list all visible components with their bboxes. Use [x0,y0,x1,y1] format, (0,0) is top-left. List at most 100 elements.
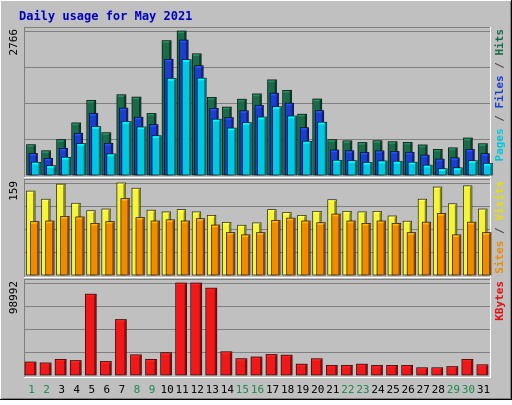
bar-sites-day-24 [376,220,386,276]
bar-sites-day-3 [60,216,70,276]
bar-sites-day-5 [90,222,100,276]
x-tick-label-22: 22 [341,383,354,396]
bar-sites-day-9 [150,220,160,276]
bar-pages-day-31 [483,163,493,176]
bar-sites-day-20 [316,222,326,276]
x-tick-label-26: 26 [402,383,415,396]
bar-kbytes-day-29 [446,366,459,376]
bar-sites-day-31 [482,232,492,276]
panel-bottom-bars [24,282,489,376]
x-tick-label-24: 24 [371,383,385,396]
bar-sites-day-21 [331,213,341,276]
bar-pages-day-12 [196,77,207,176]
x-tick-label-2: 2 [43,383,50,396]
x-tick-label-31: 31 [477,383,490,396]
bar-kbytes-day-15 [235,358,248,376]
bar-kbytes-day-8 [130,354,142,376]
bar-kbytes-day-27 [416,367,429,376]
panel-bottom-series-legend: KBytes [493,281,506,321]
bar-kbytes-day-12 [190,282,203,376]
bar-sites-day-27 [421,221,432,276]
bar-kbytes-day-31 [476,364,489,376]
bar-sites-day-12 [195,218,206,276]
bar-sites-day-8 [135,217,145,276]
x-tick-label-5: 5 [88,383,95,396]
bar-kbytes-day-22 [341,365,353,376]
x-tick-label-16: 16 [251,383,264,396]
bar-sites-day-22 [346,220,356,276]
bar-kbytes-day-17 [265,354,278,376]
bar-pages-day-3 [61,156,71,176]
bar-sites-day-18 [286,217,296,276]
x-tick-label-11: 11 [176,383,189,396]
bar-sites-day-15 [241,234,251,276]
x-tick-label-29: 29 [447,383,460,396]
bar-sites-day-4 [75,216,85,276]
legend-entry-middle-1: / [493,221,506,241]
bar-sites-day-16 [256,232,266,276]
x-tick-label-4: 4 [73,383,80,396]
panel-top-bars [26,30,493,176]
x-tick-label-3: 3 [58,383,65,396]
bar-pages-day-22 [347,160,358,176]
x-tick-label-19: 19 [296,383,309,396]
legend-entry-bottom-0: KBytes [493,281,506,321]
legend-entry-top-0: Pages [493,128,506,161]
bar-pages-day-19 [302,140,312,176]
panel-bottom: 98992 KBytes [7,279,506,378]
bar-pages-day-29 [453,167,463,176]
x-tick-label-1: 1 [28,383,35,396]
bar-pages-day-13 [212,118,222,176]
bar-kbytes-day-4 [69,360,82,376]
bar-kbytes-day-26 [401,365,413,376]
bar-kbytes-day-23 [356,363,368,376]
bar-pages-day-4 [76,143,87,176]
bar-pages-day-10 [166,78,177,176]
bar-kbytes-day-19 [295,363,308,376]
panel-middle-bars [26,182,492,276]
bar-kbytes-day-13 [205,287,218,376]
bar-kbytes-day-14 [220,351,233,376]
legend-entry-top-4: Hits [493,29,506,56]
bar-sites-day-13 [211,224,221,276]
x-tick-label-17: 17 [266,383,279,396]
bar-kbytes-day-5 [84,293,97,376]
bar-kbytes-day-25 [386,365,398,376]
bar-sites-day-2 [45,220,55,276]
legend-entry-top-3: / [493,56,506,76]
bar-pages-day-16 [257,116,267,176]
panel-bottom-gridlines [25,283,490,353]
bar-sites-day-26 [406,232,416,276]
bar-pages-day-2 [46,165,56,176]
bar-kbytes-day-10 [160,352,172,376]
bar-sites-day-1 [30,221,40,276]
bar-sites-day-7 [120,198,130,276]
bar-pages-day-17 [272,106,282,176]
bar-sites-day-10 [165,219,175,276]
legend-entry-middle-2: Visits [493,181,506,221]
x-axis-tick-labels: 1 2 3 4 5 6 7 8 9 10 11 12 13 14 15 16 17 18 19 20 21 22 23 24 2… [28,383,490,396]
bar-kbytes-day-30 [461,358,474,376]
bar-pages-day-23 [362,162,373,176]
x-tick-label-14: 14 [221,383,235,396]
legend-entry-top-1: / [493,109,506,129]
x-tick-label-25: 25 [386,383,399,396]
x-tick-label-13: 13 [206,383,219,396]
chart-panels: 2766 Pages / Files / Hits 159 Sites / Visit… [7,27,506,378]
panel-middle: 159 Sites / Visits [7,179,506,278]
bar-pages-day-25 [392,160,403,176]
x-tick-label-23: 23 [356,383,369,396]
x-tick-label-9: 9 [149,383,156,396]
bar-kbytes-day-7 [115,319,127,376]
panel-top-series-legend: Pages / Files / Hits [493,29,506,162]
bar-kbytes-day-20 [310,358,323,376]
bar-kbytes-day-11 [175,282,187,376]
x-tick-label-8: 8 [134,383,141,396]
bar-sites-day-28 [436,213,447,276]
bar-pages-day-18 [287,115,297,176]
bar-kbytes-day-3 [54,358,67,376]
panel-top: 2766 Pages / Files / Hits [7,27,506,178]
x-tick-label-18: 18 [281,383,294,396]
bar-pages-day-30 [468,160,478,176]
